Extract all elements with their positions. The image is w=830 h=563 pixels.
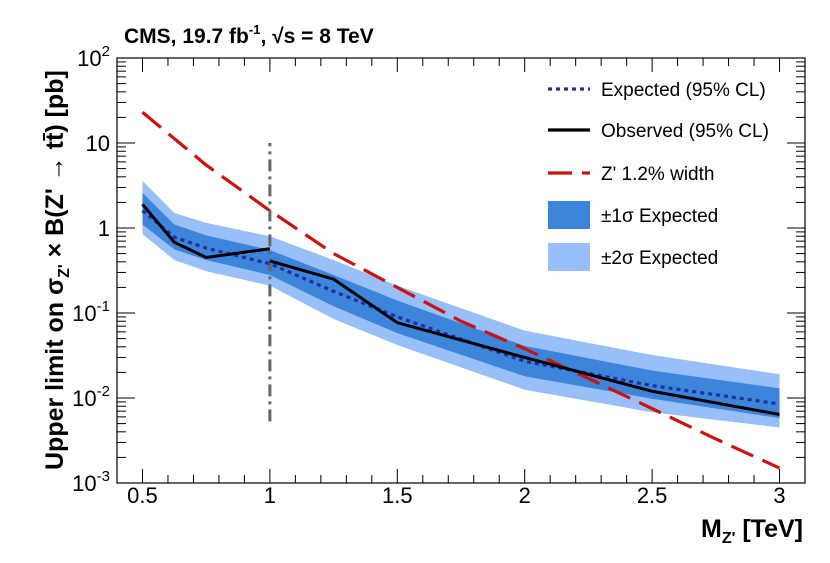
legend-item: ±1σ Expected	[548, 201, 718, 229]
y-tick-labels: 10-3 10-2 10-1 1 10 102	[72, 43, 110, 496]
legend-swatch	[548, 201, 590, 229]
x-tick-label: 3	[773, 483, 785, 508]
x-tick-labels: 0.5 1 1.5 2 2.5 3	[127, 483, 785, 508]
legend-item: Expected (95% CL)	[548, 80, 766, 101]
legend-label: ±1σ Expected	[601, 206, 718, 227]
y-axis-title: Upper limit on σZ' × B(Z' → tt̄) [pb]	[41, 70, 73, 470]
x-tick-label: 1	[264, 483, 276, 508]
y-tick-label: 102	[77, 43, 110, 71]
band-1sigma	[142, 192, 780, 419]
legend-label: ±2σ Expected	[601, 248, 718, 269]
x-axis-title: MZ' [TeV]	[701, 515, 803, 547]
x-tick-label: 0.5	[127, 483, 158, 508]
y-tick-label: 10-3	[72, 468, 110, 496]
cms-label: CMS, 19.7 fb-1, √s = 8 TeV	[124, 22, 374, 48]
legend-label: Observed (95% CL)	[601, 121, 769, 142]
theory-line	[141, 111, 781, 470]
y-tick-label: 10	[86, 131, 110, 156]
legend-swatch	[548, 243, 590, 271]
chart-lines	[141, 111, 781, 470]
x-tick-label: 1.5	[382, 483, 413, 508]
plot-frame	[116, 57, 806, 484]
y-tick-label: 10-2	[72, 383, 110, 411]
axis-ticks	[116, 57, 806, 484]
legend-item: Z' 1.2% width	[548, 164, 714, 185]
x-tick-label: 2	[519, 483, 531, 508]
legend-item: Observed (95% CL)	[548, 121, 769, 142]
legend-item: ±2σ Expected	[548, 243, 718, 271]
y-tick-label: 1	[98, 216, 110, 241]
uncertainty-bands	[142, 180, 780, 428]
legend: Expected (95% CL) Observed (95% CL) Z' 1.2…	[548, 80, 769, 271]
y-tick-label: 10-1	[72, 298, 110, 326]
x-tick-label: 2.5	[637, 483, 668, 508]
legend-label: Expected (95% CL)	[601, 80, 766, 101]
legend-label: Z' 1.2% width	[601, 164, 714, 185]
expected-line	[141, 209, 780, 406]
observed-line-segment	[141, 203, 271, 260]
observed-line-segment	[269, 259, 780, 416]
